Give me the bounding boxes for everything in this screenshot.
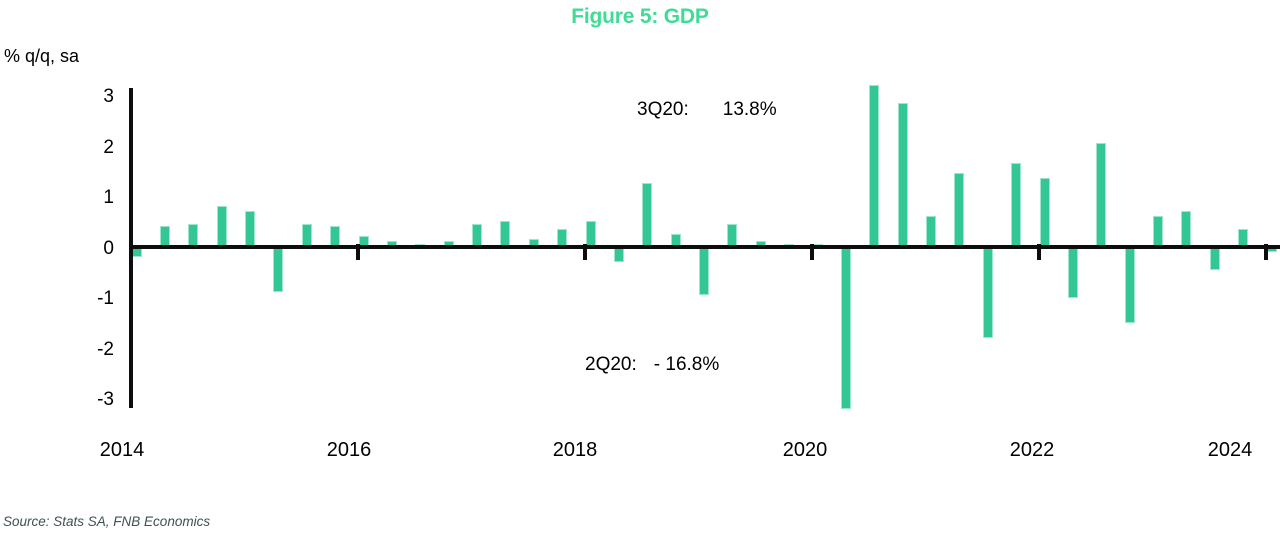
y-tick-label--3: -3 (97, 389, 114, 410)
bar-2019Q1 (699, 247, 709, 295)
x-axis-line (129, 244, 1280, 249)
bar-2023Q2 (1181, 211, 1191, 246)
x-tick-mark-2022 (1037, 244, 1041, 260)
bar-2014Q1 (132, 247, 142, 257)
bar-2021Q3 (983, 247, 993, 338)
bar-2018Q1 (586, 221, 596, 246)
y-tick-label-1: 1 (103, 187, 114, 208)
bar-2014Q2 (160, 226, 170, 246)
y-tick-label-0: 0 (103, 238, 114, 259)
bar-2021Q1 (926, 216, 936, 246)
x-tick-mark-2016 (356, 244, 360, 260)
x-tick-mark-2018 (583, 244, 587, 260)
x-tick-mark-2020 (810, 244, 814, 260)
source-note: Source: Stats SA, FNB Economics (3, 514, 211, 529)
x-tick-label-2014: 2014 (99, 439, 145, 461)
annotation-2q20-label: 2Q20: (585, 354, 637, 375)
bar-2023Q3 (1210, 247, 1220, 270)
bar-2017Q2 (500, 221, 510, 246)
bar-2018Q2 (614, 247, 624, 262)
x-tick-mark-2024 (1264, 244, 1268, 260)
annotation-3q20-label: 3Q20: (637, 99, 689, 120)
bar-2023Q1 (1153, 216, 1163, 246)
annotation-3q20: 3Q20: 13.8% (637, 99, 777, 121)
chart-title: Figure 5: GDP (571, 5, 709, 28)
bar-2022Q2 (1068, 247, 1078, 298)
bar-2014Q4 (217, 206, 227, 246)
bar-2018Q3 (642, 183, 652, 246)
x-tick-label-2020: 2020 (782, 439, 828, 461)
bar-2015Q2 (273, 247, 283, 292)
y-tick-label-3: 3 (103, 86, 114, 107)
bar-2015Q4 (330, 226, 340, 246)
bar-2022Q3 (1096, 143, 1106, 247)
bar-2015Q1 (245, 211, 255, 246)
x-tick-label-2018: 2018 (552, 439, 598, 461)
bar-2020Q2 (841, 247, 851, 409)
bar-2021Q2 (954, 173, 964, 246)
bar-2022Q4 (1125, 247, 1135, 323)
y-axis-unit-label: % q/q, sa (4, 46, 80, 66)
y-axis-line (129, 88, 133, 408)
y-tick-label--1: -1 (97, 288, 114, 309)
x-tick-label-2016: 2016 (326, 439, 372, 461)
x-tick-label-2024: 2024 (1207, 439, 1253, 461)
y-tick-label--2: -2 (97, 339, 114, 360)
bar-2020Q3 (869, 85, 879, 247)
annotation-3q20-value: 13.8% (722, 99, 777, 120)
bar-2020Q4 (898, 103, 908, 247)
x-tick-label-2022: 2022 (1009, 439, 1055, 461)
y-tick-label-2: 2 (103, 137, 114, 158)
bar-2021Q4 (1011, 163, 1021, 246)
annotation-2q20-value: - 16.8% (653, 354, 720, 375)
bar-2022Q1 (1040, 178, 1050, 246)
annotation-2q20: 2Q20: - 16.8% (585, 354, 719, 376)
